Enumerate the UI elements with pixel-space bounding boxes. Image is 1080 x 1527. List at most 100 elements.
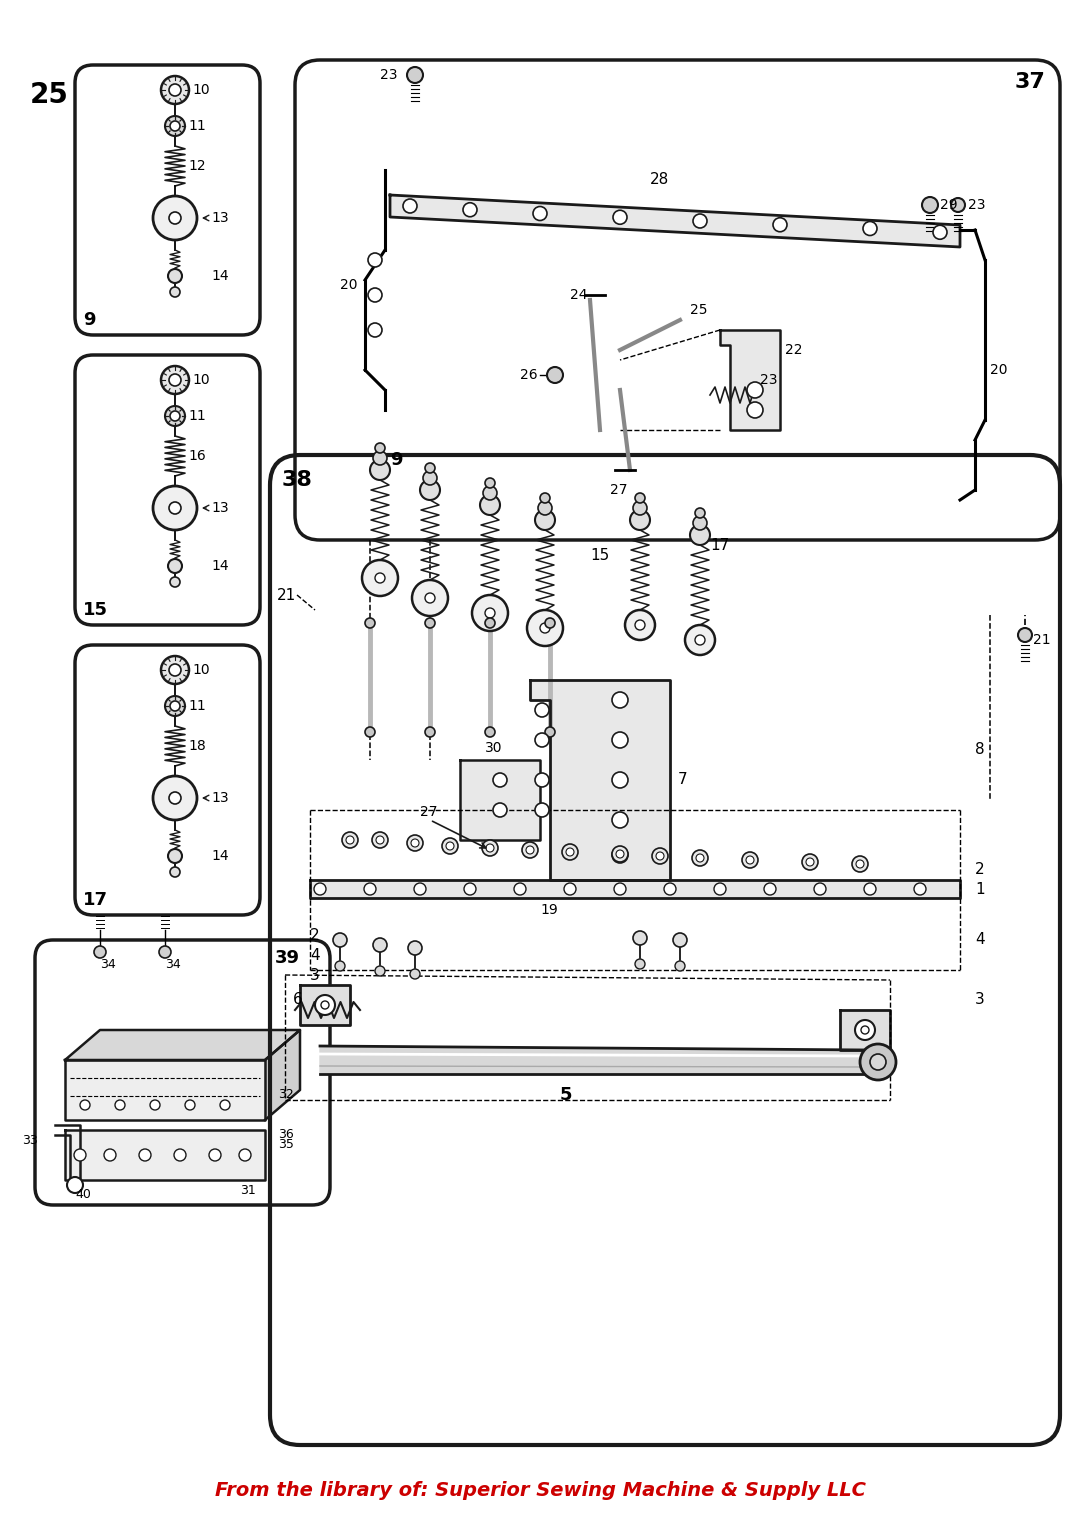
Circle shape — [630, 510, 650, 530]
Circle shape — [545, 727, 555, 738]
Circle shape — [933, 226, 947, 240]
Circle shape — [342, 832, 357, 847]
Circle shape — [564, 883, 576, 895]
Circle shape — [855, 1020, 875, 1040]
Circle shape — [615, 883, 626, 895]
Text: From the library of: Superior Sewing Machine & Supply LLC: From the library of: Superior Sewing Mac… — [215, 1481, 865, 1500]
Circle shape — [362, 560, 399, 596]
Circle shape — [420, 479, 440, 499]
Circle shape — [492, 803, 507, 817]
Circle shape — [485, 608, 495, 618]
Circle shape — [522, 841, 538, 858]
Text: 10: 10 — [192, 82, 210, 98]
Circle shape — [168, 559, 183, 573]
Circle shape — [546, 366, 563, 383]
Circle shape — [153, 776, 197, 820]
Circle shape — [485, 618, 495, 628]
Polygon shape — [320, 1046, 870, 1073]
Text: 33: 33 — [23, 1133, 38, 1147]
Text: 15: 15 — [590, 548, 609, 562]
Circle shape — [80, 1099, 90, 1110]
Text: 16: 16 — [188, 449, 206, 463]
Circle shape — [346, 835, 354, 844]
Circle shape — [742, 852, 758, 867]
Circle shape — [364, 883, 376, 895]
Text: 17: 17 — [83, 890, 108, 909]
Circle shape — [693, 214, 707, 228]
Circle shape — [1018, 628, 1032, 641]
Circle shape — [540, 493, 550, 502]
Text: 3: 3 — [975, 993, 985, 1008]
Circle shape — [165, 696, 185, 716]
Circle shape — [814, 883, 826, 895]
Circle shape — [414, 883, 426, 895]
Circle shape — [170, 287, 180, 296]
Circle shape — [170, 577, 180, 586]
Circle shape — [170, 411, 180, 421]
Text: 9: 9 — [83, 312, 95, 328]
Text: 6: 6 — [293, 993, 302, 1008]
Circle shape — [314, 883, 326, 895]
Circle shape — [373, 938, 387, 951]
Text: 15: 15 — [83, 602, 108, 618]
Circle shape — [150, 1099, 160, 1110]
Circle shape — [373, 450, 387, 466]
Text: 25: 25 — [690, 302, 707, 318]
Circle shape — [168, 664, 181, 676]
Circle shape — [535, 733, 549, 747]
Circle shape — [153, 195, 197, 240]
Circle shape — [165, 116, 185, 136]
Polygon shape — [65, 1060, 265, 1119]
Circle shape — [426, 618, 435, 628]
Circle shape — [170, 121, 180, 131]
Circle shape — [161, 366, 189, 394]
Circle shape — [612, 846, 627, 863]
Polygon shape — [720, 330, 780, 431]
Circle shape — [407, 835, 423, 851]
Circle shape — [239, 1148, 251, 1161]
Text: 3: 3 — [310, 968, 320, 982]
Circle shape — [67, 1177, 83, 1193]
Circle shape — [426, 727, 435, 738]
Circle shape — [75, 1148, 86, 1161]
Circle shape — [635, 959, 645, 970]
Circle shape — [625, 609, 654, 640]
Text: 10: 10 — [192, 373, 210, 386]
Circle shape — [174, 1148, 186, 1161]
Circle shape — [365, 618, 375, 628]
Circle shape — [673, 933, 687, 947]
Text: 23: 23 — [968, 199, 986, 212]
Text: 11: 11 — [188, 409, 206, 423]
Text: 11: 11 — [188, 119, 206, 133]
Circle shape — [692, 851, 708, 866]
Circle shape — [535, 702, 549, 718]
Circle shape — [407, 67, 423, 82]
Circle shape — [114, 1099, 125, 1110]
Circle shape — [566, 847, 573, 857]
Circle shape — [802, 854, 818, 870]
Text: 40: 40 — [75, 1188, 91, 1202]
Text: 19: 19 — [540, 902, 557, 918]
Circle shape — [485, 727, 495, 738]
Circle shape — [545, 618, 555, 628]
Circle shape — [633, 931, 647, 945]
Text: 27: 27 — [420, 805, 437, 818]
Circle shape — [104, 1148, 116, 1161]
Circle shape — [562, 844, 578, 860]
Polygon shape — [65, 1130, 265, 1180]
Circle shape — [635, 493, 645, 502]
Text: 9: 9 — [390, 450, 403, 469]
Text: 10: 10 — [192, 663, 210, 676]
Circle shape — [747, 402, 762, 418]
Polygon shape — [390, 195, 960, 247]
Text: 2: 2 — [975, 863, 985, 878]
Circle shape — [922, 197, 939, 212]
Circle shape — [863, 221, 877, 235]
Text: 39: 39 — [275, 948, 300, 967]
Circle shape — [365, 727, 375, 738]
Circle shape — [612, 692, 627, 709]
Circle shape — [411, 838, 419, 847]
Circle shape — [375, 967, 384, 976]
Polygon shape — [840, 1009, 890, 1051]
Circle shape — [690, 525, 710, 545]
